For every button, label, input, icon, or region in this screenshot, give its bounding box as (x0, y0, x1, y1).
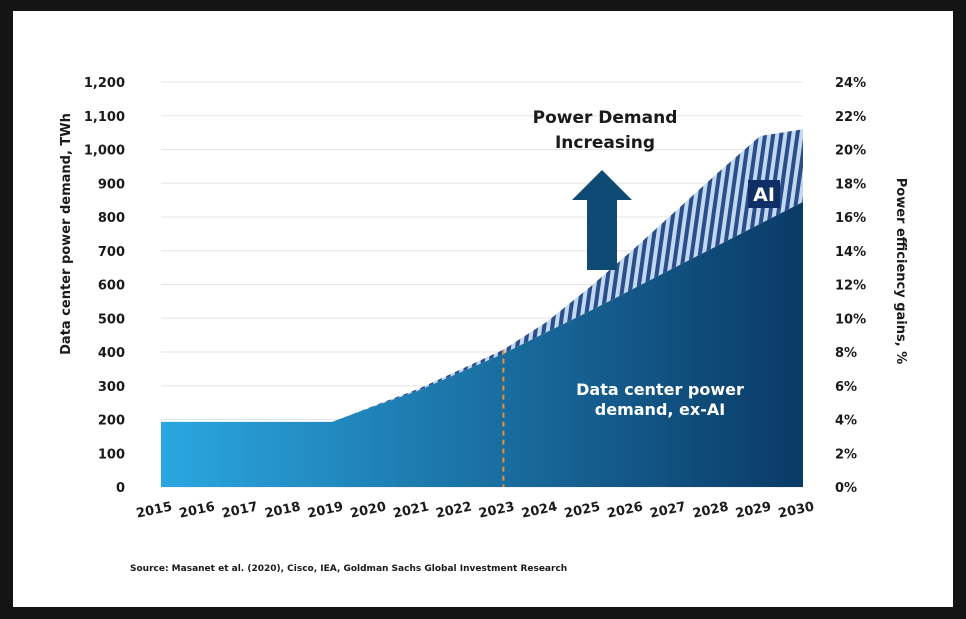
y-tick-label: 100 (98, 447, 125, 462)
source-note: Source: Masanet et al. (2020), Cisco, IE… (130, 564, 567, 574)
y2-tick-label: 2% (835, 447, 857, 462)
x-tick-label: 2023 (477, 499, 516, 521)
y2-tick-label: 16% (835, 211, 866, 226)
y2-tick-label: 6% (835, 380, 857, 395)
base-region-label-line2: demand, ex-AI (595, 400, 725, 419)
base-area (161, 201, 803, 487)
x-tick-label: 2017 (221, 499, 260, 521)
y2-tick-label: 4% (835, 414, 857, 429)
y-tick-label: 1,100 (84, 110, 125, 125)
y2-tick-label: 0% (835, 481, 857, 496)
x-axis-ticks: 2015 2016 2017 2018 2019 2020 2021 2022 2023 2024… (135, 499, 816, 521)
arrow-text-line1: Power Demand (533, 108, 678, 128)
gridlines (161, 81, 803, 488)
y-tick-label: 400 (98, 346, 125, 361)
y2-tick-label: 20% (835, 144, 866, 159)
x-tick-label: 2019 (306, 499, 345, 521)
y-tick-label: 700 (98, 245, 125, 260)
y2-tick-label: 10% (835, 312, 866, 327)
y2-tick-label: 24% (835, 76, 866, 91)
x-tick-label: 2027 (649, 499, 688, 521)
ai-badge (748, 180, 780, 208)
y-tick-label: 1,000 (84, 144, 125, 159)
x-tick-label: 2028 (691, 499, 730, 521)
x-tick-label: 2022 (435, 499, 474, 521)
power-demand-chart: 0 100 200 300 400 500 600 700 800 900 1,000 1,100 1,… (59, 76, 908, 574)
y-axis-title: Data center power demand, TWh (59, 113, 74, 355)
x-tick-label: 2026 (606, 499, 645, 521)
y2-tick-label: 22% (835, 110, 866, 125)
y-tick-label: 900 (98, 177, 125, 192)
arrow-text-line2: Increasing (555, 133, 655, 153)
y-tick-label: 1,200 (84, 76, 125, 91)
chart-frame: 0 100 200 300 400 500 600 700 800 900 1,000 1,100 1,… (13, 11, 953, 607)
ai-area (161, 129, 803, 422)
x-tick-label: 2025 (563, 499, 602, 521)
y2-tick-label: 12% (835, 279, 866, 294)
y-tick-label: 300 (98, 380, 125, 395)
demand-arrow-icon (572, 170, 632, 270)
x-tick-label: 2030 (777, 499, 816, 521)
x-tick-label: 2020 (349, 499, 388, 521)
right-axis-ticks: 0% 2% 4% 6% 8% 10% 12% 14% 16% 18% 20% 22% 24% (835, 76, 866, 496)
x-tick-label: 2016 (178, 499, 217, 521)
y-tick-label: 0 (116, 481, 125, 496)
y2-tick-label: 8% (835, 346, 857, 361)
base-region-label-line1: Data center power (576, 380, 744, 399)
y-tick-label: 600 (98, 279, 125, 294)
x-tick-label: 2024 (520, 499, 559, 521)
y2-tick-label: 14% (835, 245, 866, 260)
y-tick-label: 200 (98, 414, 125, 429)
x-tick-label: 2018 (263, 499, 302, 521)
x-tick-label: 2015 (135, 499, 174, 521)
ai-label: AI (753, 184, 775, 206)
x-tick-label: 2021 (392, 499, 431, 521)
area-layers (161, 129, 803, 487)
x-tick-label: 2029 (734, 499, 773, 521)
y2-tick-label: 18% (835, 177, 866, 192)
y-tick-label: 800 (98, 211, 125, 226)
y-tick-label: 500 (98, 312, 125, 327)
left-axis-ticks: 0 100 200 300 400 500 600 700 800 900 1,000 1,100 1,… (84, 76, 125, 496)
y2-axis-title: Power efficiency gains, % (893, 178, 908, 365)
